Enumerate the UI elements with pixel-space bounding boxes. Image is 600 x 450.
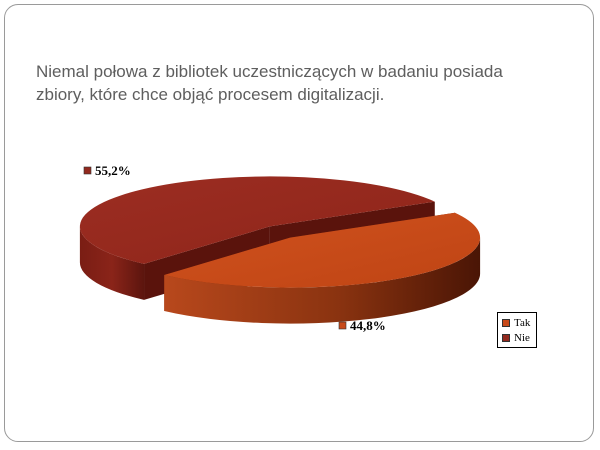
legend-swatch-tak [502,318,510,327]
slice-tak-side [164,237,481,324]
slide-title: Niemal połowa z bibliotek uczestniczącyc… [36,62,503,104]
data-label-tak: 44,8% [350,318,386,333]
slice-nie [79,176,435,264]
legend-swatch-nie [502,333,510,342]
slice-nie-side [79,226,145,300]
legend-item-nie: Nie [502,330,530,345]
legend-label-nie: Nie [514,331,530,344]
data-label-nie-marker [83,166,92,175]
data-label-tak-marker [338,321,347,330]
data-label-nie: 55,2% [95,163,131,178]
legend-item-tak: Tak [502,315,530,330]
legend-label-tak: Tak [514,316,531,329]
slice-tak [164,212,481,288]
chart-legend: Tak Nie [497,312,538,348]
